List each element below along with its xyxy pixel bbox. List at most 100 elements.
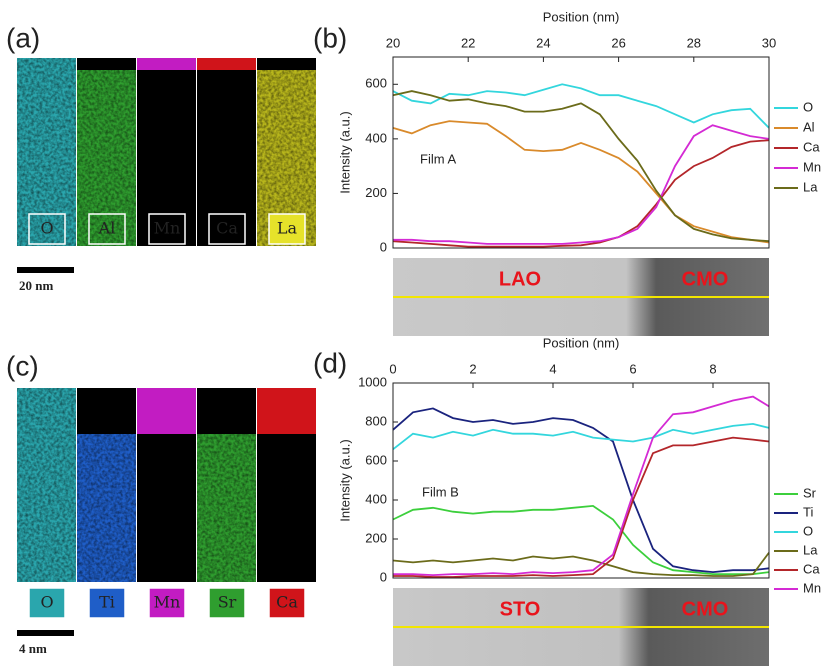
- x-axis-title: Position (nm): [543, 9, 620, 24]
- y-tick-label: 0: [380, 239, 387, 254]
- eds-map: Mn: [137, 388, 196, 619]
- x-tick-label: 0: [389, 361, 396, 376]
- map-label: O: [40, 593, 53, 612]
- legend-label: Ca: [803, 139, 820, 154]
- data-line: [393, 124, 770, 245]
- panel-label: (a): [6, 22, 40, 53]
- x-axis-title: Position (nm): [543, 335, 620, 350]
- x-tick-label: 4: [549, 361, 556, 376]
- y-axis-title: Intensity (a.u.): [337, 439, 352, 521]
- eds-map: O: [17, 58, 76, 246]
- scale-bar: [17, 630, 74, 636]
- eds-map: Ca: [197, 58, 256, 246]
- scale-bar: [17, 267, 74, 273]
- x-tick-label: 26: [611, 35, 625, 50]
- x-tick-label: 30: [762, 35, 776, 50]
- map-label: Sr: [218, 593, 237, 612]
- panel-label: (b): [313, 22, 347, 53]
- data-line: [392, 422, 770, 451]
- legend-label: La: [803, 542, 818, 557]
- legend-label: Mn: [803, 580, 821, 595]
- map-top: [77, 58, 136, 70]
- map-top: [257, 58, 316, 70]
- map-label: Mn: [154, 593, 181, 612]
- stem-label: LAO: [499, 268, 541, 290]
- y-tick-label: 400: [365, 130, 387, 145]
- data-line: [393, 395, 770, 577]
- map-label-box: [148, 587, 186, 619]
- eds-map: Ti: [77, 388, 136, 619]
- map-label-box: [268, 213, 306, 245]
- eds-map: O: [17, 388, 76, 619]
- data-line: [392, 504, 770, 575]
- y-tick-label: 0: [380, 569, 387, 584]
- y-tick-label: 400: [365, 491, 387, 506]
- map-top: [197, 388, 256, 434]
- y-tick-label: 200: [365, 185, 387, 200]
- map-noise: [17, 388, 76, 582]
- plot-frame: [392, 56, 770, 249]
- panel-label: (d): [313, 347, 347, 378]
- x-tick-label: 22: [461, 35, 475, 50]
- map-label-box: [28, 213, 66, 245]
- y-tick-label: 1000: [358, 374, 387, 389]
- data-line: [392, 90, 770, 243]
- plot-frame: [392, 382, 770, 579]
- legend-label: Ca: [803, 561, 820, 576]
- data-line: [392, 552, 770, 577]
- map-label: Ca: [216, 219, 238, 238]
- map-label-box: [88, 213, 126, 245]
- y-tick-label: 200: [365, 530, 387, 545]
- panel-label: (c): [6, 350, 39, 381]
- eds-map: Mn: [137, 58, 196, 246]
- scale-bar-label: 4 nm: [19, 641, 47, 656]
- eds-map: Ca: [257, 388, 316, 619]
- data-line: [392, 83, 770, 129]
- x-tick-label: 20: [386, 35, 400, 50]
- x-tick-label: 8: [709, 361, 716, 376]
- stem-label: CMO: [682, 598, 729, 620]
- x-tick-label: 6: [629, 361, 636, 376]
- map-label: La: [277, 219, 298, 238]
- legend-label: O: [803, 99, 813, 114]
- map-label: Ti: [99, 593, 115, 612]
- map-label-box: [88, 587, 126, 619]
- x-tick-label: 2: [469, 361, 476, 376]
- map-label: Ca: [276, 593, 298, 612]
- data-line: [392, 407, 770, 574]
- map-label: Mn: [154, 219, 181, 238]
- map-label-box: [28, 587, 66, 619]
- y-tick-label: 800: [365, 413, 387, 428]
- legend-label: La: [803, 179, 818, 194]
- map-label: O: [40, 219, 53, 238]
- map-top: [137, 58, 196, 70]
- data-line: [392, 120, 770, 244]
- map-label-box: [208, 213, 246, 245]
- annotation: Film A: [420, 151, 456, 166]
- x-tick-label: 24: [536, 35, 550, 50]
- legend-label: Ti: [803, 504, 813, 519]
- y-axis-title: Intensity (a.u.): [337, 111, 352, 193]
- map-label-box: [268, 587, 306, 619]
- map-top: [77, 388, 136, 434]
- data-line: [392, 139, 770, 248]
- y-tick-label: 600: [365, 452, 387, 467]
- map-label-box: [208, 587, 246, 619]
- eds-map: Sr: [197, 388, 256, 619]
- map-top: [257, 388, 316, 434]
- y-tick-label: 600: [365, 76, 387, 91]
- stem-label: CMO: [682, 268, 729, 290]
- legend-label: Al: [803, 119, 815, 134]
- legend-label: Mn: [803, 159, 821, 174]
- map-top: [137, 388, 196, 434]
- data-line: [393, 436, 770, 578]
- legend-label: O: [803, 523, 813, 538]
- legend-label: Sr: [803, 485, 817, 500]
- map-label-box: [148, 213, 186, 245]
- eds-map: Al: [77, 58, 136, 246]
- scale-bar-label: 20 nm: [19, 278, 53, 293]
- eds-map: La: [257, 58, 316, 246]
- map-label: Al: [98, 219, 116, 238]
